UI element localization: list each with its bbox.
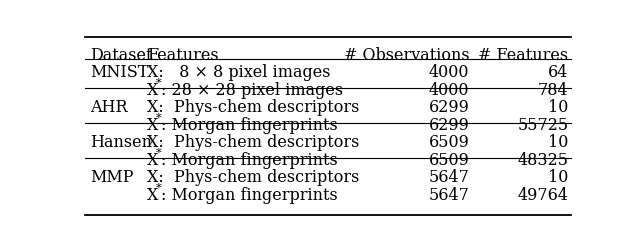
Text: *: * — [156, 147, 161, 158]
Text: Hansen: Hansen — [90, 134, 152, 151]
Text: 4000: 4000 — [429, 64, 469, 81]
Text: 55725: 55725 — [517, 117, 568, 134]
Text: 10: 10 — [548, 134, 568, 151]
Text: # Features: # Features — [479, 47, 568, 64]
Text: 6509: 6509 — [429, 152, 469, 169]
Text: 64: 64 — [548, 64, 568, 81]
Text: MNIST: MNIST — [90, 64, 148, 81]
Text: 10: 10 — [548, 99, 568, 116]
Text: X: X — [147, 82, 158, 99]
Text: 6299: 6299 — [429, 117, 469, 134]
Text: 49764: 49764 — [518, 187, 568, 204]
Text: : Morgan fingerprints: : Morgan fingerprints — [161, 152, 337, 169]
Text: *: * — [156, 183, 161, 193]
Text: 6509: 6509 — [429, 134, 469, 151]
Text: *: * — [156, 113, 161, 123]
Text: X:  Phys-chem descriptors: X: Phys-chem descriptors — [147, 99, 359, 116]
Text: *: * — [156, 78, 161, 88]
Text: : Morgan fingerprints: : Morgan fingerprints — [161, 117, 337, 134]
Text: X: X — [147, 117, 158, 134]
Text: 784: 784 — [538, 82, 568, 99]
Text: 5647: 5647 — [429, 169, 469, 186]
Text: X:   8 × 8 pixel images: X: 8 × 8 pixel images — [147, 64, 330, 81]
Text: # Observations: # Observations — [344, 47, 469, 64]
Text: 48325: 48325 — [518, 152, 568, 169]
Text: : 28 × 28 pixel images: : 28 × 28 pixel images — [161, 82, 343, 99]
Text: AHR: AHR — [90, 99, 127, 116]
Text: 4000: 4000 — [429, 82, 469, 99]
Text: X:  Phys-chem descriptors: X: Phys-chem descriptors — [147, 169, 359, 186]
Text: 6299: 6299 — [429, 99, 469, 116]
Text: X:  Phys-chem descriptors: X: Phys-chem descriptors — [147, 134, 359, 151]
Text: Dataset: Dataset — [90, 47, 152, 64]
Text: MMP: MMP — [90, 169, 133, 186]
Text: 5647: 5647 — [429, 187, 469, 204]
Text: X: X — [147, 152, 158, 169]
Text: Features: Features — [147, 47, 219, 64]
Text: : Morgan fingerprints: : Morgan fingerprints — [161, 187, 337, 204]
Text: X: X — [147, 187, 158, 204]
Text: 10: 10 — [548, 169, 568, 186]
